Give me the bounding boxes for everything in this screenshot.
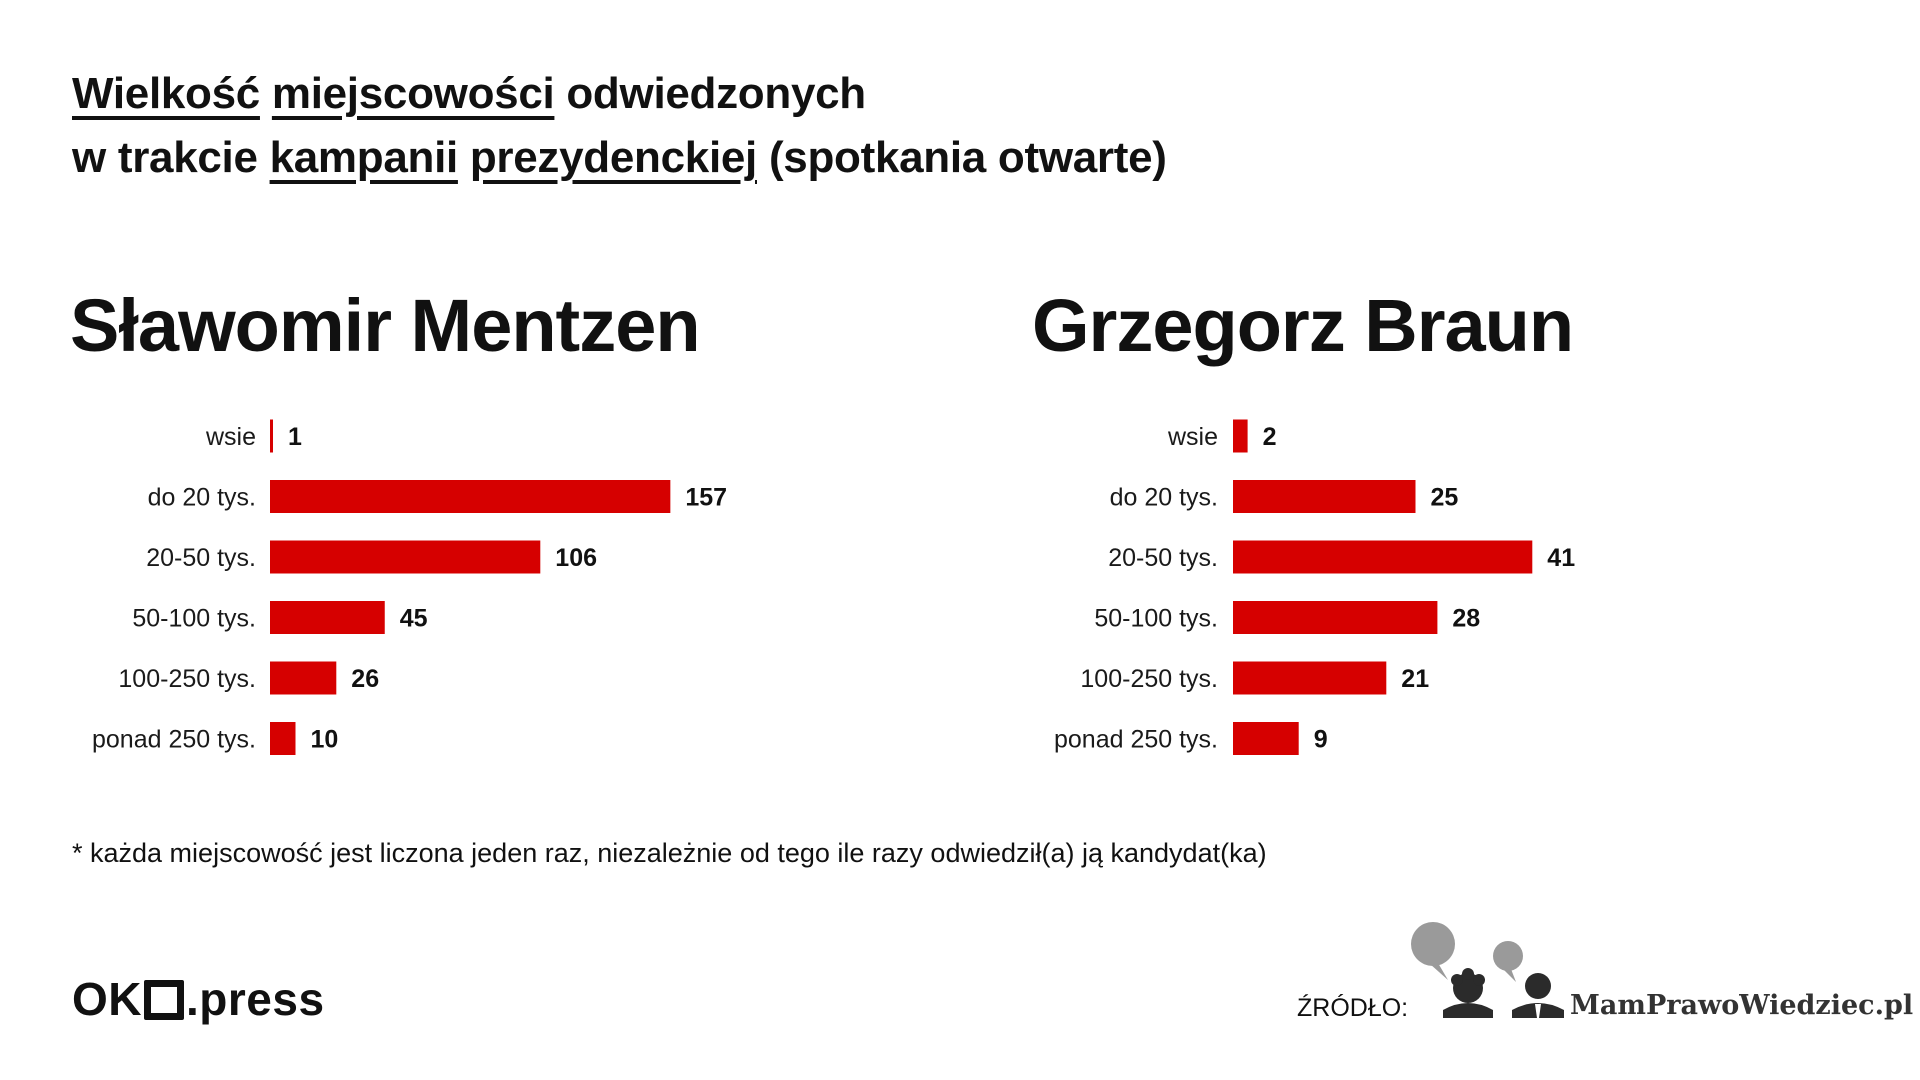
category-label: 20-50 tys.: [1108, 544, 1218, 572]
value-label: 1: [288, 423, 302, 451]
title-word: kampanii: [269, 133, 459, 182]
category-label: wsie: [205, 423, 256, 451]
eye-square-icon: [144, 980, 184, 1020]
bar: [1233, 601, 1438, 634]
logo-text: .press: [186, 973, 325, 1025]
value-label: 10: [311, 726, 339, 754]
category-label: 100-250 tys.: [1080, 665, 1218, 693]
bar: [270, 661, 337, 695]
category-label: do 20 tys.: [148, 484, 256, 512]
bar: [1233, 480, 1416, 513]
bar: [270, 722, 296, 755]
category-label: wsie: [1167, 423, 1218, 451]
category-label: ponad 250 tys.: [92, 726, 256, 754]
bar: [270, 540, 541, 574]
value-label: 106: [555, 544, 597, 572]
bar: [270, 601, 385, 634]
value-label: 9: [1314, 726, 1328, 754]
category-label: ponad 250 tys.: [1054, 726, 1218, 754]
value-label: 2: [1263, 423, 1277, 451]
category-label: 20-50 tys.: [146, 544, 256, 572]
bar: [270, 480, 671, 513]
value-label: 45: [400, 605, 428, 633]
speech-bubbles-people-icon: [1411, 922, 1564, 1018]
candidate-name-braun: Grzegorz Braun: [1032, 284, 1574, 367]
title-word: (spotkania otwarte): [768, 133, 1167, 182]
chart-title: Wielkość miejscowości odwiedzonych w tra…: [72, 62, 1167, 190]
bar: [1233, 661, 1387, 695]
category-label: 50-100 tys.: [1094, 605, 1218, 633]
value-label: 41: [1547, 544, 1575, 572]
bar: [1233, 419, 1248, 453]
value-label: 26: [351, 665, 379, 693]
category-label: 50-100 tys.: [132, 605, 256, 633]
value-label: 21: [1401, 665, 1429, 693]
title-line-2: w trakcie kampanii prezydenckiej (spotka…: [72, 126, 1167, 190]
footnote: * każda miejscowość jest liczona jeden r…: [72, 838, 1267, 868]
title-word: prezydenckiej: [469, 133, 757, 182]
logo-text: OK: [72, 973, 142, 1025]
mampraowiedziec-logo-text: MamPrawoWiedziec.pl: [1570, 990, 1914, 1021]
title-word: odwiedzonych: [566, 69, 866, 118]
bar-chart-mentzen: wsie 1 do 20 tys. 157 20-50 tys. 106 50-100 ty…: [92, 419, 727, 755]
value-label: 157: [685, 484, 727, 512]
title-word: Wielkość: [72, 69, 260, 118]
bar: [1233, 540, 1533, 574]
title-word: w trakcie: [72, 133, 258, 182]
oko-press-logo: OK .press: [72, 972, 325, 1026]
bar: [1233, 722, 1299, 755]
title-word: miejscowości: [271, 69, 555, 118]
value-label: 28: [1452, 605, 1480, 633]
title-line-1: Wielkość miejscowości odwiedzonych: [72, 62, 1167, 126]
bar-chart-braun: wsie 2 do 20 tys. 25 20-50 tys. 41 50-100 tys.…: [1054, 419, 1575, 755]
category-label: do 20 tys.: [1110, 484, 1218, 512]
category-label: 100-250 tys.: [118, 665, 256, 693]
candidate-name-mentzen: Sławomir Mentzen: [70, 284, 701, 367]
source-label: ŹRÓDŁO:: [1297, 994, 1409, 1022]
value-label: 25: [1431, 484, 1459, 512]
bar: [270, 419, 273, 453]
